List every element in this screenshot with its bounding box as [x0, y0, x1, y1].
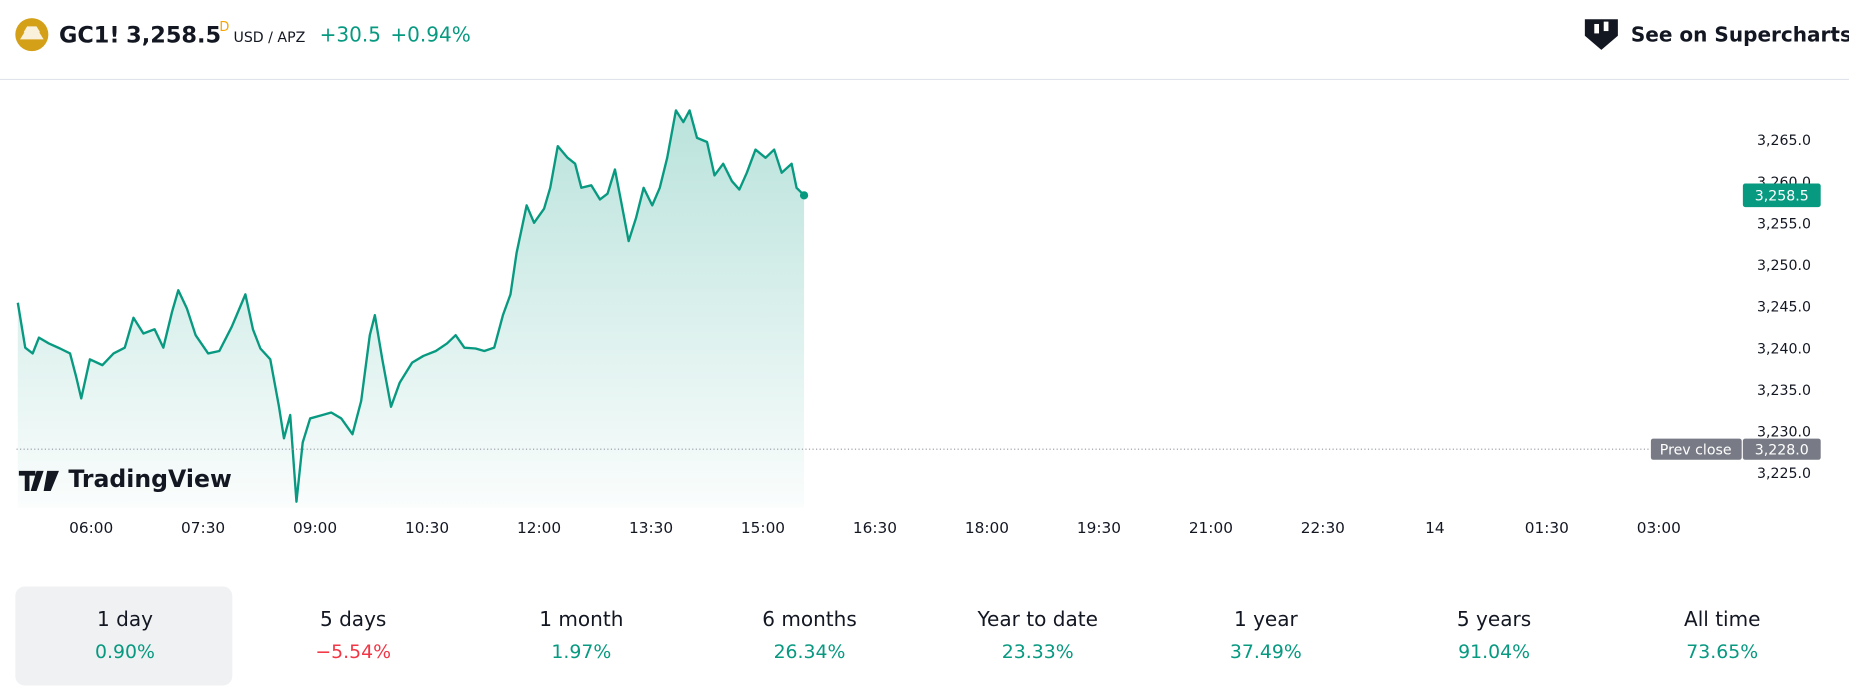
watermark: TradingView: [18, 465, 232, 493]
period-value[interactable]: 1.97%: [551, 641, 611, 663]
y-tick-label: 3,245.0: [1757, 300, 1811, 316]
x-tick-label: 09:00: [293, 519, 337, 537]
period-value[interactable]: −5.54%: [315, 641, 391, 663]
link-icon-candle: [1594, 23, 1600, 34]
x-tick-label: 15:00: [741, 519, 785, 537]
area-fill: [17, 110, 805, 508]
x-tick-label: 13:30: [629, 519, 673, 537]
link-icon: [1584, 19, 1618, 50]
symbol: GC1!: [59, 22, 120, 48]
period-label[interactable]: All time: [1684, 607, 1760, 631]
price-flag: D: [219, 20, 229, 35]
x-tick-label: 07:30: [181, 519, 225, 537]
last-price-badge: [1742, 183, 1821, 208]
change-pct: +0.94%: [390, 22, 470, 46]
chart: 3,225.0 3,230.0 3,235.0 3,240.0 3,245.0 3,250…: [16, 109, 1821, 537]
period-tab-bg: [15, 586, 233, 686]
x-tick-label: 16:30: [853, 519, 897, 537]
period-value[interactable]: 26.34%: [774, 641, 846, 663]
x-tick-label: 14: [1425, 519, 1445, 537]
y-tick-label: 3,250.0: [1757, 258, 1811, 274]
y-tick-label: 3,240.0: [1757, 341, 1811, 357]
supercharts-link[interactable]: See on Supercharts: [1584, 19, 1849, 50]
period-tab[interactable]: All time 73.65%: [1684, 607, 1760, 663]
x-tick-label: 22:30: [1301, 519, 1345, 537]
y-tick-label: 3,265.0: [1757, 133, 1811, 149]
periods: 1 day 0.90% 5 days −5.54% 1 month 1.97% 6 mont…: [15, 586, 1760, 686]
y-tick-label: 3,255.0: [1757, 216, 1811, 232]
period-label[interactable]: 1 year: [1234, 607, 1299, 631]
y-tick-label: 3,235.0: [1757, 383, 1811, 399]
link-icon-candle: [1603, 21, 1609, 32]
period-label[interactable]: 5 days: [320, 607, 386, 631]
period-value[interactable]: 0.90%: [95, 641, 155, 663]
prev-close-value: 3,228.0: [1755, 442, 1809, 458]
change: +30.5: [320, 22, 381, 46]
period-value[interactable]: 73.65%: [1686, 641, 1758, 663]
x-tick-label: 01:30: [1525, 519, 1569, 537]
prev-close-tag: [1650, 438, 1742, 460]
x-tick-label: 18:00: [965, 519, 1009, 537]
x-tick-label: 03:00: [1637, 519, 1681, 537]
period-value[interactable]: 37.49%: [1230, 641, 1302, 663]
prev-close-label: Prev close: [1660, 442, 1732, 458]
price: 3,258.5: [126, 22, 221, 48]
period-label[interactable]: 1 day: [97, 607, 153, 631]
x-tick-label: 06:00: [69, 519, 113, 537]
currency: USD / APZ: [233, 30, 305, 46]
link-text[interactable]: See on Supercharts: [1631, 22, 1849, 46]
watermark-icon: [18, 470, 59, 491]
y-tick-label: 3,230.0: [1757, 425, 1811, 441]
symbol-icon-bars: [20, 26, 44, 40]
prev-close-badge: [1742, 438, 1821, 460]
period-label[interactable]: Year to date: [976, 607, 1097, 631]
period-tab[interactable]: 1 year 37.49%: [1230, 607, 1302, 663]
x-tick-label: 10:30: [405, 519, 449, 537]
period-label[interactable]: 6 months: [762, 607, 857, 631]
period-label[interactable]: 5 years: [1457, 607, 1531, 631]
last-price-value: 3,258.5: [1755, 188, 1809, 204]
x-tick-label: 12:00: [517, 519, 561, 537]
period-label[interactable]: 1 month: [539, 607, 623, 631]
period-tab[interactable]: 1 day 0.90%: [15, 586, 233, 686]
x-tick-label: 19:30: [1077, 519, 1121, 537]
x-tick-label: 21:00: [1189, 519, 1233, 537]
period-tab[interactable]: 5 years 91.04%: [1457, 607, 1531, 663]
y-tick-label: 3,225.0: [1757, 466, 1811, 482]
period-tab[interactable]: 5 days −5.54%: [315, 607, 391, 663]
price-line: [16, 109, 805, 503]
period-tab[interactable]: 6 months 26.34%: [762, 607, 857, 663]
last-point: [799, 191, 809, 200]
period-tab[interactable]: Year to date 23.33%: [976, 607, 1097, 663]
period-value[interactable]: 91.04%: [1458, 641, 1530, 663]
watermark-text: TradingView: [68, 465, 231, 493]
period-tab[interactable]: 1 month 1.97%: [539, 607, 623, 663]
period-value[interactable]: 23.33%: [1002, 641, 1074, 663]
